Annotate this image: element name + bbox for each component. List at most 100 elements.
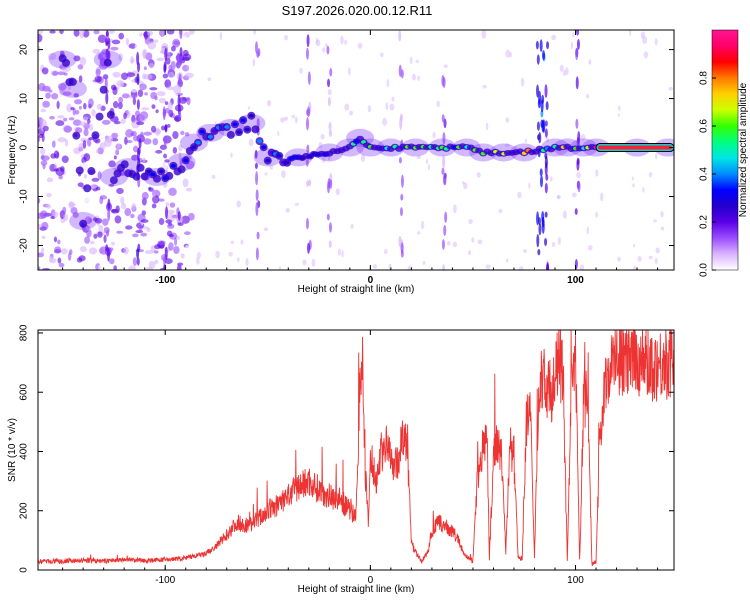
colorbar-label: Normalized spectral amplitude bbox=[738, 82, 749, 217]
stripe-blob bbox=[105, 244, 109, 252]
noise-blob bbox=[40, 210, 48, 219]
noise-blob bbox=[50, 153, 57, 159]
stripe-blob bbox=[400, 174, 404, 188]
noise-blob bbox=[158, 218, 165, 226]
noise-blob bbox=[550, 176, 553, 183]
noise-blob bbox=[177, 222, 184, 227]
noise-blob bbox=[311, 258, 316, 267]
noise-blob bbox=[340, 35, 344, 45]
noise-blob bbox=[230, 152, 233, 158]
colorbar-tick-label: 0.8 bbox=[699, 71, 710, 85]
noise-blob bbox=[520, 77, 525, 87]
spectrogram-frame bbox=[37, 29, 675, 271]
noise-blob bbox=[83, 128, 89, 137]
noise-blob bbox=[446, 240, 451, 246]
x-tick-label: 0 bbox=[368, 575, 374, 586]
noise-blob bbox=[173, 40, 181, 46]
noise-blob bbox=[38, 133, 44, 138]
noise-blob bbox=[248, 138, 254, 147]
noise-blob bbox=[103, 138, 112, 148]
stripe-blob bbox=[105, 30, 109, 37]
stripe-blob bbox=[178, 73, 182, 84]
stripe-blob bbox=[178, 264, 182, 270]
stripe-blob bbox=[306, 34, 310, 48]
noise-blob bbox=[118, 32, 125, 40]
noise-blob bbox=[481, 30, 487, 39]
stripe-blob bbox=[255, 202, 259, 216]
noise-blob bbox=[165, 219, 173, 224]
spectrogram-xlabel: Height of straight line (km) bbox=[298, 284, 415, 295]
noise-blob bbox=[168, 242, 174, 251]
noise-blob bbox=[49, 238, 56, 246]
noise-blob bbox=[49, 115, 55, 120]
stripe-blob bbox=[541, 211, 545, 223]
noise-blob bbox=[166, 30, 175, 35]
signal-core bbox=[191, 145, 197, 149]
noise-blob bbox=[146, 146, 150, 155]
stripe-blob bbox=[105, 48, 109, 61]
stripe-blob bbox=[329, 67, 333, 77]
signal-blob bbox=[99, 85, 108, 94]
noise-blob bbox=[68, 249, 73, 255]
noise-blob bbox=[63, 117, 68, 122]
noise-blob bbox=[57, 239, 61, 245]
noise-blob bbox=[39, 119, 48, 128]
noise-blob bbox=[70, 106, 75, 111]
colorbar: 0.0 0.2 0.4 0.6 0.8 Normalized spectral ampl… bbox=[699, 29, 749, 277]
noise-blob bbox=[240, 239, 244, 245]
noise-blob bbox=[576, 172, 581, 179]
stripe-blob bbox=[544, 211, 548, 218]
stripe-blob bbox=[164, 124, 168, 133]
noise-blob bbox=[344, 39, 348, 45]
signal-core bbox=[284, 160, 290, 165]
noise-blob bbox=[90, 241, 95, 245]
noise-blob bbox=[141, 191, 149, 200]
noise-blob bbox=[73, 55, 81, 62]
y-tick-label: 0 bbox=[19, 144, 30, 150]
noise-blob bbox=[42, 100, 50, 108]
stripe-blob bbox=[546, 262, 550, 270]
noise-blob bbox=[130, 55, 134, 65]
stripe-blob bbox=[163, 256, 167, 266]
noise-blob bbox=[114, 115, 119, 124]
noise-blob bbox=[139, 32, 143, 37]
noise-blob bbox=[97, 34, 107, 43]
signal-blob bbox=[91, 131, 100, 140]
noise-blob bbox=[74, 99, 83, 105]
noise-blob bbox=[181, 56, 190, 61]
stripe-blob bbox=[164, 80, 168, 87]
noise-blob bbox=[40, 247, 45, 254]
stripe-blob bbox=[544, 84, 548, 99]
snr-ticks: -100 0 100 0 200 400 600 800 bbox=[19, 324, 674, 586]
stripe-blob bbox=[537, 134, 541, 141]
noise-blob bbox=[131, 203, 137, 211]
signal-halo bbox=[179, 133, 208, 152]
noise-blob bbox=[169, 202, 176, 208]
noise-blob bbox=[178, 144, 183, 152]
signal-core bbox=[183, 158, 189, 163]
noise-blob bbox=[655, 153, 658, 160]
stripe-blob bbox=[539, 168, 543, 177]
noise-blob bbox=[75, 110, 80, 115]
noise-blob bbox=[280, 117, 285, 123]
noise-blob bbox=[184, 244, 191, 253]
noise-blob bbox=[551, 34, 557, 41]
stripe-blob bbox=[107, 37, 111, 50]
noise-blob bbox=[78, 142, 85, 152]
y-tick-label: 10 bbox=[19, 93, 30, 105]
noise-blob bbox=[632, 183, 635, 188]
signal-core bbox=[232, 122, 238, 127]
x-tick-label: 0 bbox=[368, 275, 374, 286]
noise-blob bbox=[524, 138, 527, 144]
y-tick-label: -10 bbox=[19, 189, 30, 204]
noise-blob bbox=[341, 249, 344, 258]
noise-blob bbox=[78, 255, 86, 262]
noise-blob bbox=[187, 212, 195, 221]
stripe-blob bbox=[574, 208, 578, 215]
noise-blob bbox=[617, 256, 621, 262]
signal-core bbox=[240, 118, 246, 122]
noise-blob bbox=[77, 64, 84, 70]
noise-blob bbox=[114, 215, 122, 224]
noise-blob bbox=[427, 164, 431, 171]
